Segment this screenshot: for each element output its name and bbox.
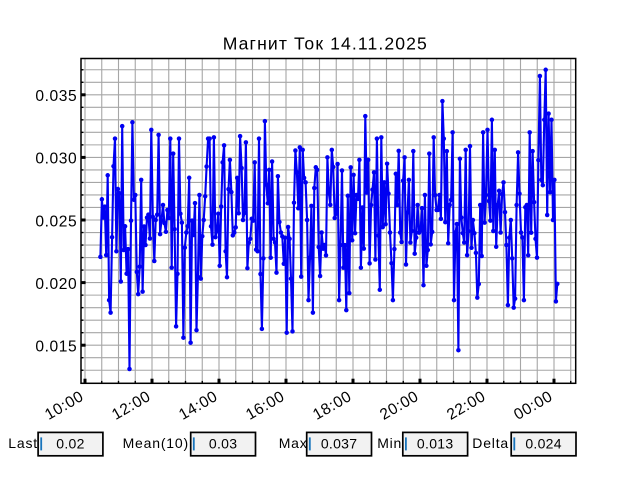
svg-text:0.035: 0.035 [35, 88, 77, 105]
svg-text:0.025: 0.025 [35, 213, 77, 230]
svg-text:0.015: 0.015 [35, 339, 77, 356]
svg-text:Mean(10): Mean(10) [123, 435, 189, 451]
svg-text:Last: Last [8, 435, 38, 451]
svg-text:0.02: 0.02 [56, 436, 84, 452]
svg-text:Max: Max [279, 435, 308, 451]
svg-text:0.030: 0.030 [35, 151, 77, 168]
svg-text:Delta: Delta [472, 435, 509, 451]
svg-text:0.03: 0.03 [209, 436, 237, 452]
svg-text:0.037: 0.037 [321, 436, 358, 452]
svg-text:0.013: 0.013 [417, 436, 454, 452]
svg-text:0.024: 0.024 [525, 436, 562, 452]
svg-text:Магнит Ток 14.11.2025: Магнит Ток 14.11.2025 [223, 34, 428, 54]
svg-text:0.020: 0.020 [35, 276, 77, 293]
svg-text:Min: Min [377, 435, 402, 451]
